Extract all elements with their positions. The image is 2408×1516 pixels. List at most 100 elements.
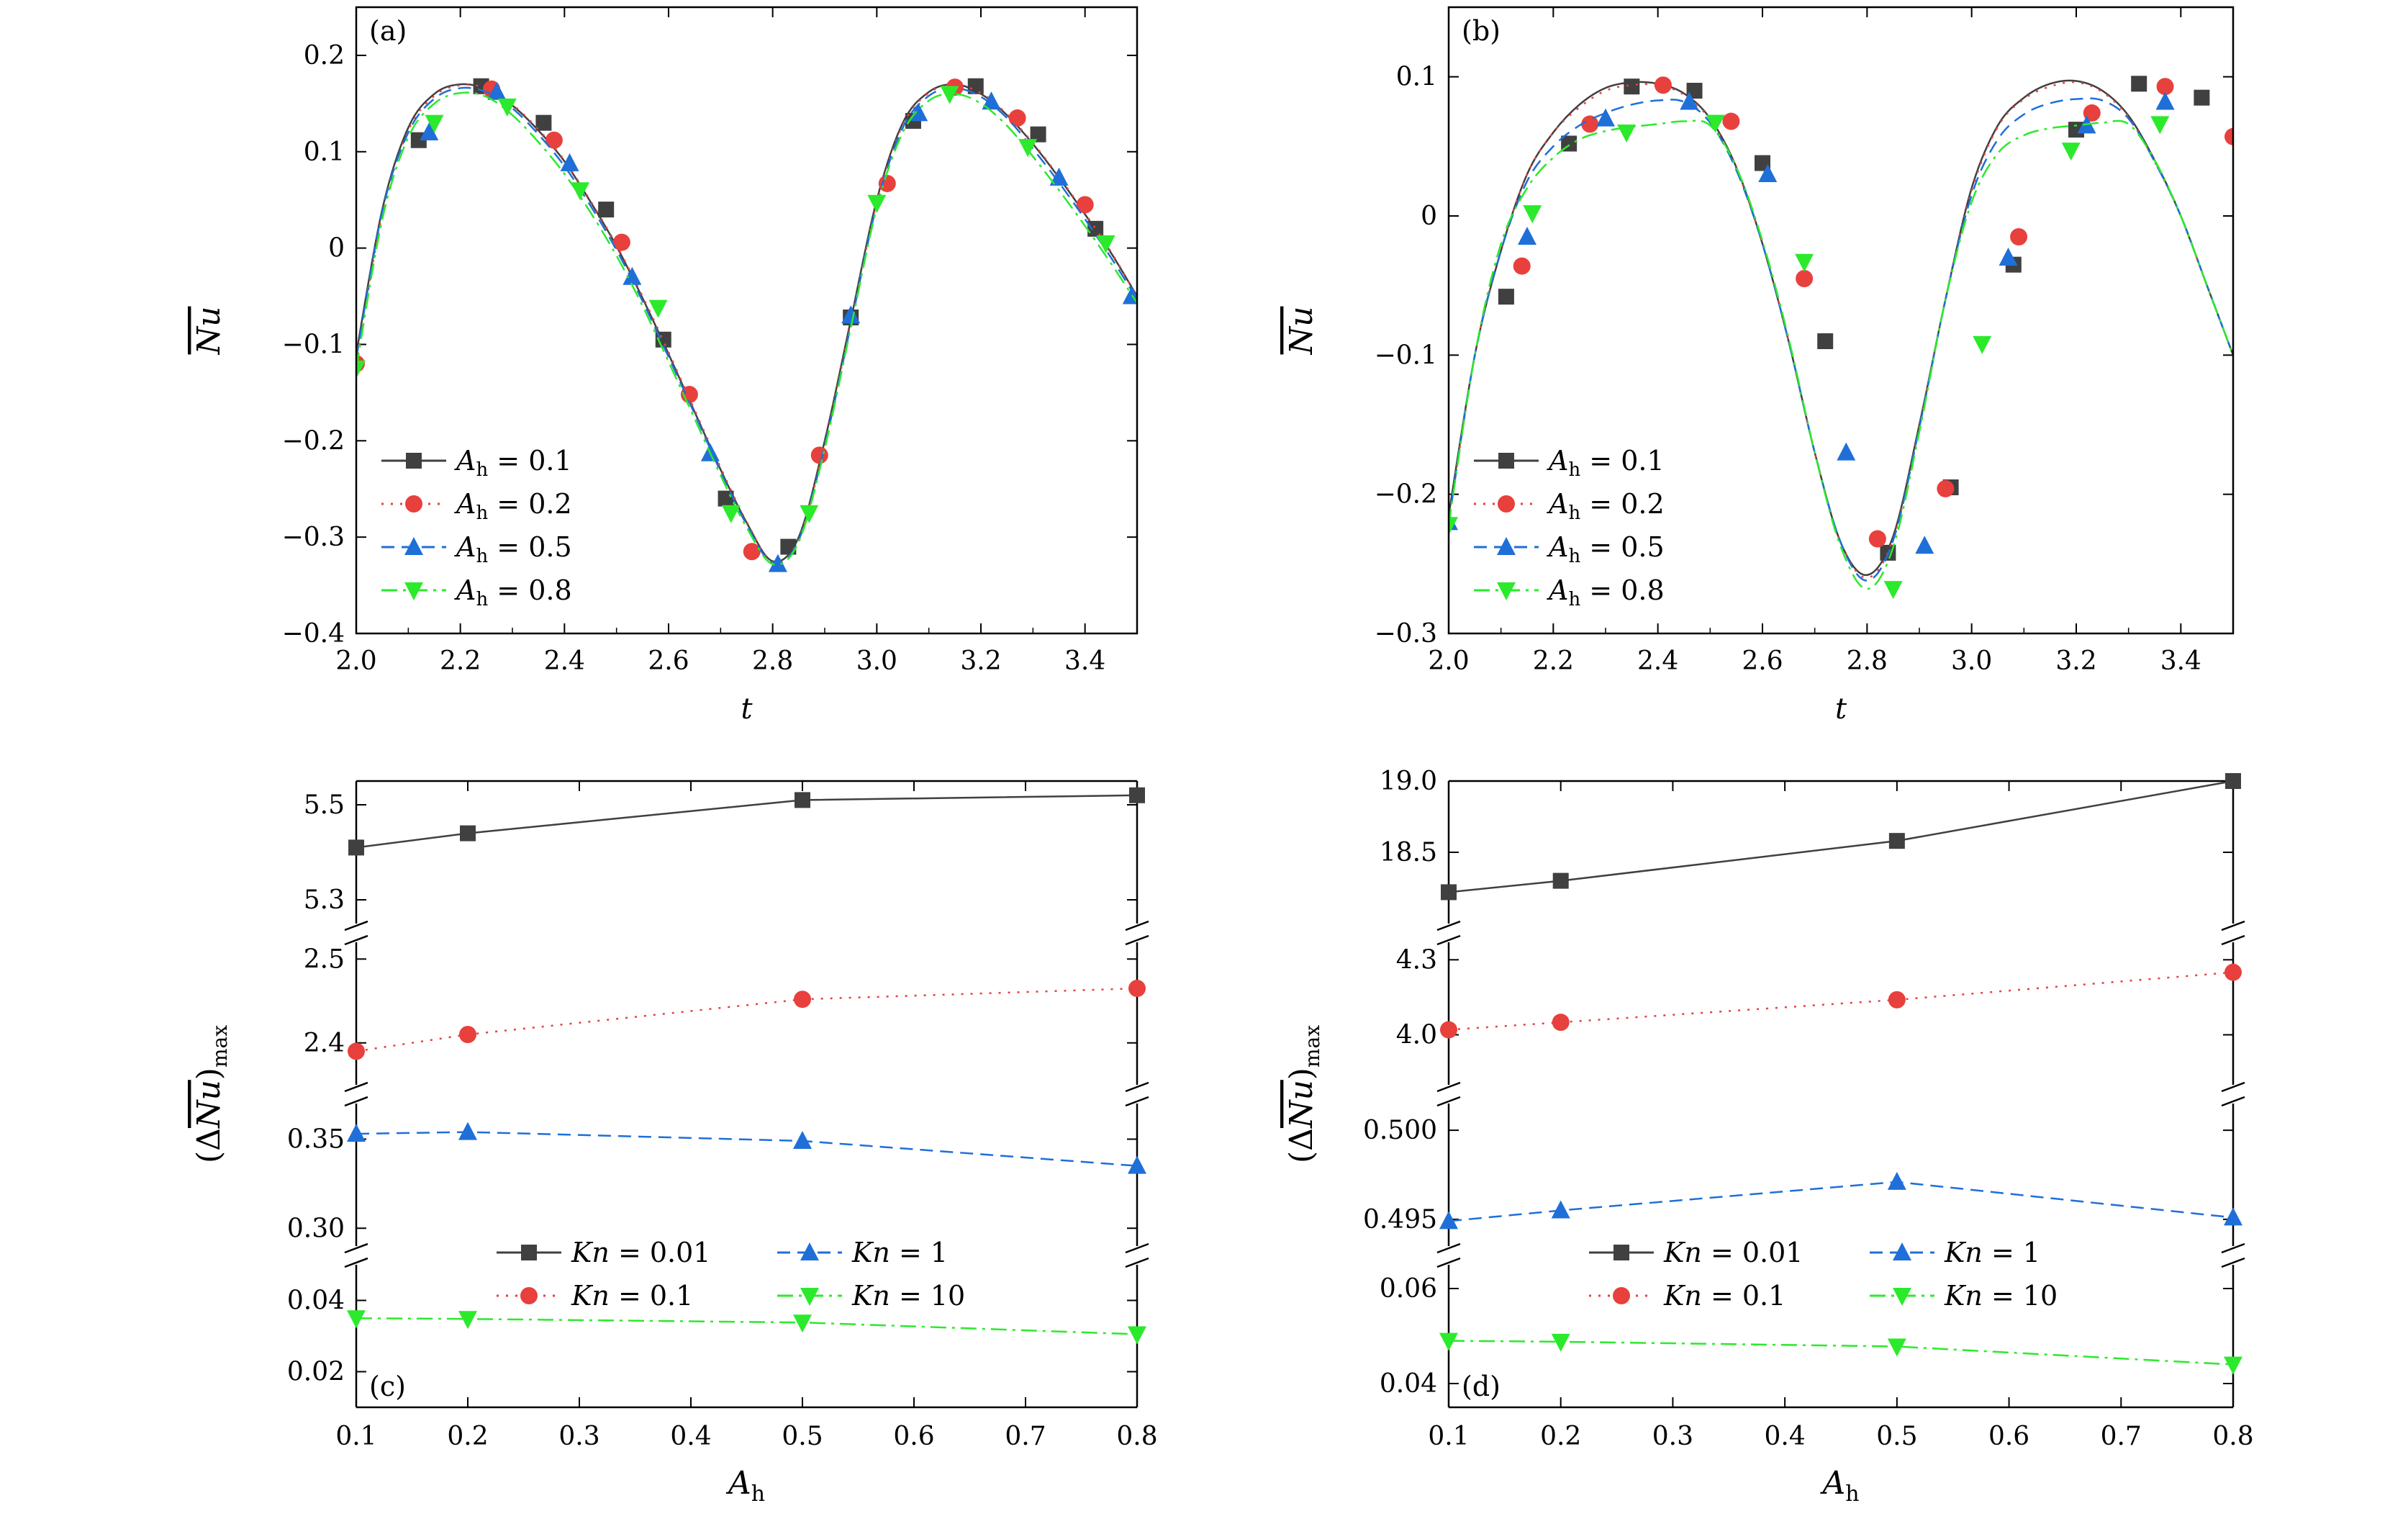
axis-break-mark [1125,920,1149,931]
series-line [1448,1340,2234,1366]
data-point [2224,1356,2242,1375]
data-point [794,991,811,1009]
data-point [841,305,861,324]
legend-marker [1893,1242,1911,1260]
data-point [420,122,439,140]
data-point [1096,235,1115,253]
panel-label: (c) [369,1371,406,1402]
data-point [982,91,1001,110]
data-point [2068,122,2084,138]
data-point [560,153,579,171]
y-axis-label: Nu [191,307,227,356]
data-point [1654,76,1672,94]
y-tick-label: 0.500 [1363,1116,1437,1145]
legend-marker [1497,537,1516,555]
data-point [1887,1171,1906,1190]
legend-label: Ah = 0.2 [454,488,572,524]
data-point [1551,1200,1570,1219]
y-tick-label: 2.4 [304,1029,345,1058]
axis-break-mark [1125,1096,1149,1107]
data-point [2194,89,2210,106]
plot-frame [1447,6,2235,635]
panel-b-time-series-chart: 2.0 2.2 2.4 2.6 2.8 3.0 3.2 3.4 −0.3 −0.2 −0.1 0 0.1… [1283,6,2235,726]
panel-label: (d) [1462,1371,1501,1402]
data-point [2131,76,2147,92]
legend: Kn = 0.01 Kn = 1 Kn = 0.1 Kn = 10 [1589,1237,2058,1312]
data-point [1122,286,1137,304]
legend: Ah = 0.1 Ah = 0.2 Ah = 0.5 Ah = 0.8 [381,445,572,610]
axis-break-mark [2221,1242,2245,1254]
legend-marker [404,537,423,555]
series-line [356,91,1137,566]
y-tick-label: 4.3 [1396,945,1437,975]
axis-break-mark [2221,1257,2245,1268]
legend-marker [1497,582,1516,600]
data-point [598,202,615,218]
legend-marker [521,1245,537,1260]
y-tick-label: 2.5 [304,944,345,974]
data-point [347,1124,366,1142]
y-tick-label: 0.30 [287,1214,345,1243]
axis-break-mark [2221,920,2245,931]
series-line [356,794,1138,849]
y-tick-label: −0.1 [1375,340,1437,370]
data-point [1888,991,1906,1009]
legend-label: Ah = 0.8 [1547,574,1665,610]
x-tick-label: 0.8 [2212,1422,2253,1451]
panel-label: (a) [369,15,407,47]
data-point [1883,581,1903,600]
legend-label: Kn = 0.1 [571,1280,693,1312]
x-tick-label: 0.3 [558,1422,599,1451]
y-axis-label-text: Nu [191,307,227,356]
y-tick-label: 0.1 [304,137,345,167]
data-point [1008,109,1026,127]
x-tick-label: 2.2 [1533,646,1574,676]
series-line [1449,79,2233,577]
x-tick-label: 2.2 [440,646,481,676]
data-point [348,1042,365,1060]
y-tick-label: −0.2 [1375,480,1437,510]
legend-label: Kn = 0.01 [571,1237,710,1268]
data-point [878,174,896,192]
data-point [1817,333,1834,349]
axis-break-mark [1436,934,1461,946]
x-tick-label: 0.6 [1988,1422,2029,1451]
x-tick-label: 2.0 [1428,646,1469,676]
y-tick-label: −0.3 [282,523,345,552]
y-tick-label: 0.2 [304,41,345,71]
data-point [1441,884,1457,901]
legend-marker [1613,1287,1630,1304]
data-point [1937,479,1955,497]
data-point [1722,112,1740,130]
x-tick-label: 2.4 [544,646,585,676]
series-line [356,987,1138,1052]
data-point [793,1130,812,1149]
legend-marker [405,495,422,513]
x-tick-label: 0.8 [1116,1422,1157,1451]
series-line [1449,119,2233,590]
data-point [2224,1207,2242,1226]
data-point [497,98,517,117]
axis-break-mark [1125,1242,1149,1254]
data-point [1523,205,1542,224]
legend-marker [800,1288,819,1306]
y-tick-label: 0.02 [287,1358,345,1387]
data-point [1680,91,1699,110]
axis-break-mark [344,1242,368,1254]
series-line [1449,97,2233,582]
data-point [967,78,984,94]
data-point [1439,1211,1458,1230]
data-point [1513,257,1531,275]
data-point [545,131,563,149]
data-point [1129,787,1145,803]
axis-break-mark [344,1081,368,1093]
y-tick-label: 0.04 [1380,1369,1437,1399]
x-tick-label: 0.4 [1765,1422,1806,1451]
x-tick-label: 0.5 [782,1422,823,1451]
axis-break-mark [2221,934,2245,946]
data-point [795,792,810,808]
data-point [1837,442,1856,461]
x-tick-label: 0.7 [2101,1422,2142,1451]
x-tick-label: 0.3 [1652,1422,1693,1451]
y-axis-label: (ΔNu)max [1283,1025,1324,1163]
